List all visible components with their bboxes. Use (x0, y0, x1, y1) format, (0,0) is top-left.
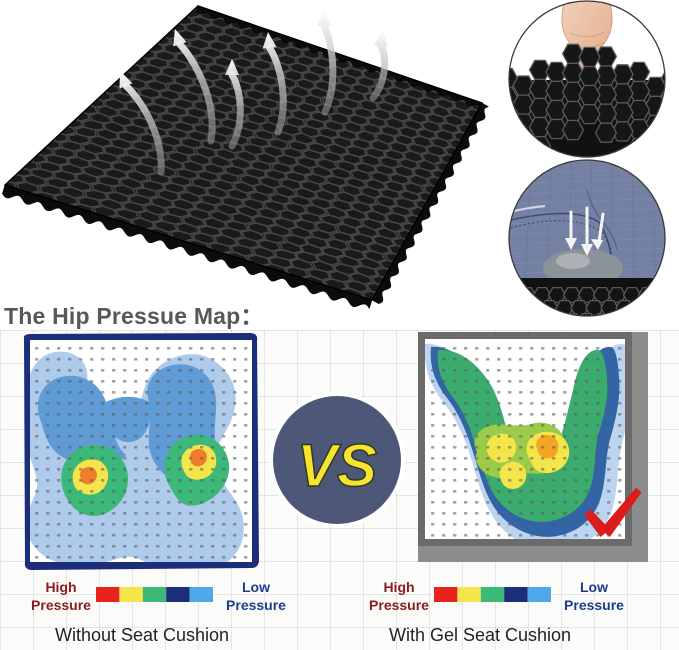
svg-text:Pressure: Pressure (226, 597, 286, 613)
svg-text:High: High (383, 579, 414, 595)
svg-text:Low: Low (242, 579, 270, 595)
svg-text:Low: Low (580, 579, 608, 595)
svg-text:Pressure: Pressure (31, 597, 91, 613)
svg-text:VS: VS (297, 432, 377, 499)
svg-text:Pressure: Pressure (564, 597, 624, 613)
svg-text:High: High (45, 579, 76, 595)
svg-text:Pressure: Pressure (369, 597, 429, 613)
